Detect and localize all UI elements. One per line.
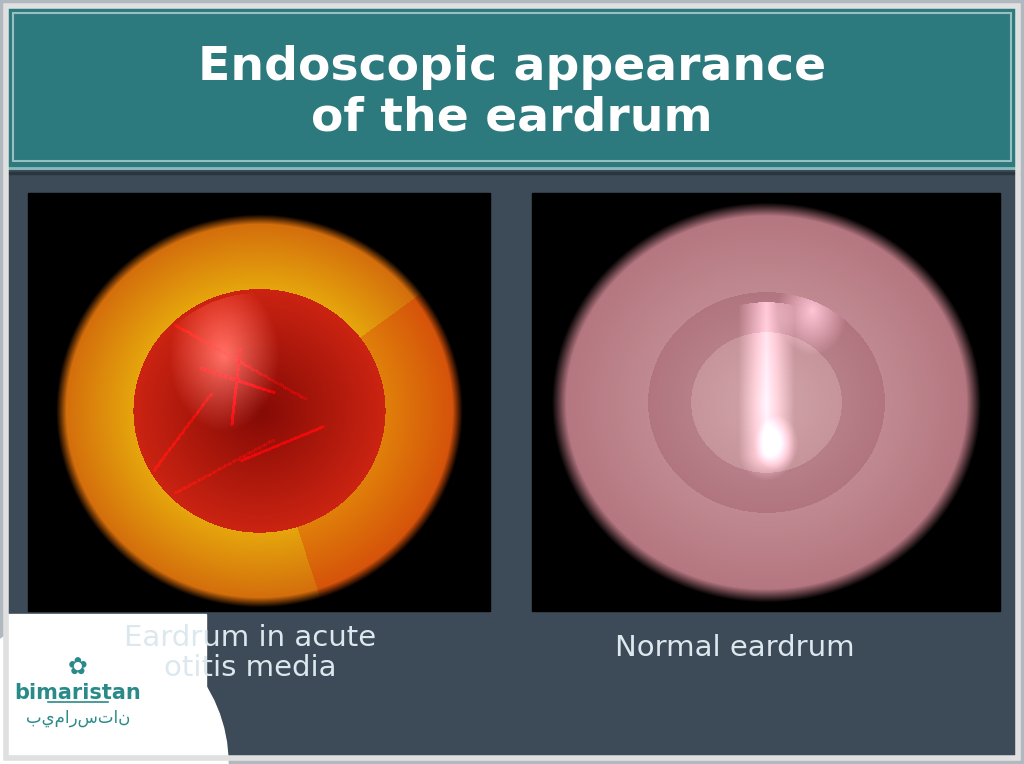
Text: Eardrum in acute: Eardrum in acute <box>124 624 376 652</box>
Bar <box>6 170 1018 758</box>
Text: Endoscopic appearance: Endoscopic appearance <box>198 46 826 90</box>
Bar <box>6 6 1018 168</box>
Text: of the eardrum: of the eardrum <box>311 96 713 141</box>
Bar <box>6 614 206 758</box>
Text: Normal eardrum: Normal eardrum <box>615 634 855 662</box>
Text: ✿: ✿ <box>69 656 88 680</box>
Bar <box>28 193 490 611</box>
Circle shape <box>0 616 228 764</box>
Text: otitis media: otitis media <box>164 654 336 682</box>
Text: bimaristan: bimaristan <box>14 683 141 703</box>
Text: بيمارستان: بيمارستان <box>26 709 130 727</box>
Bar <box>532 193 1000 611</box>
